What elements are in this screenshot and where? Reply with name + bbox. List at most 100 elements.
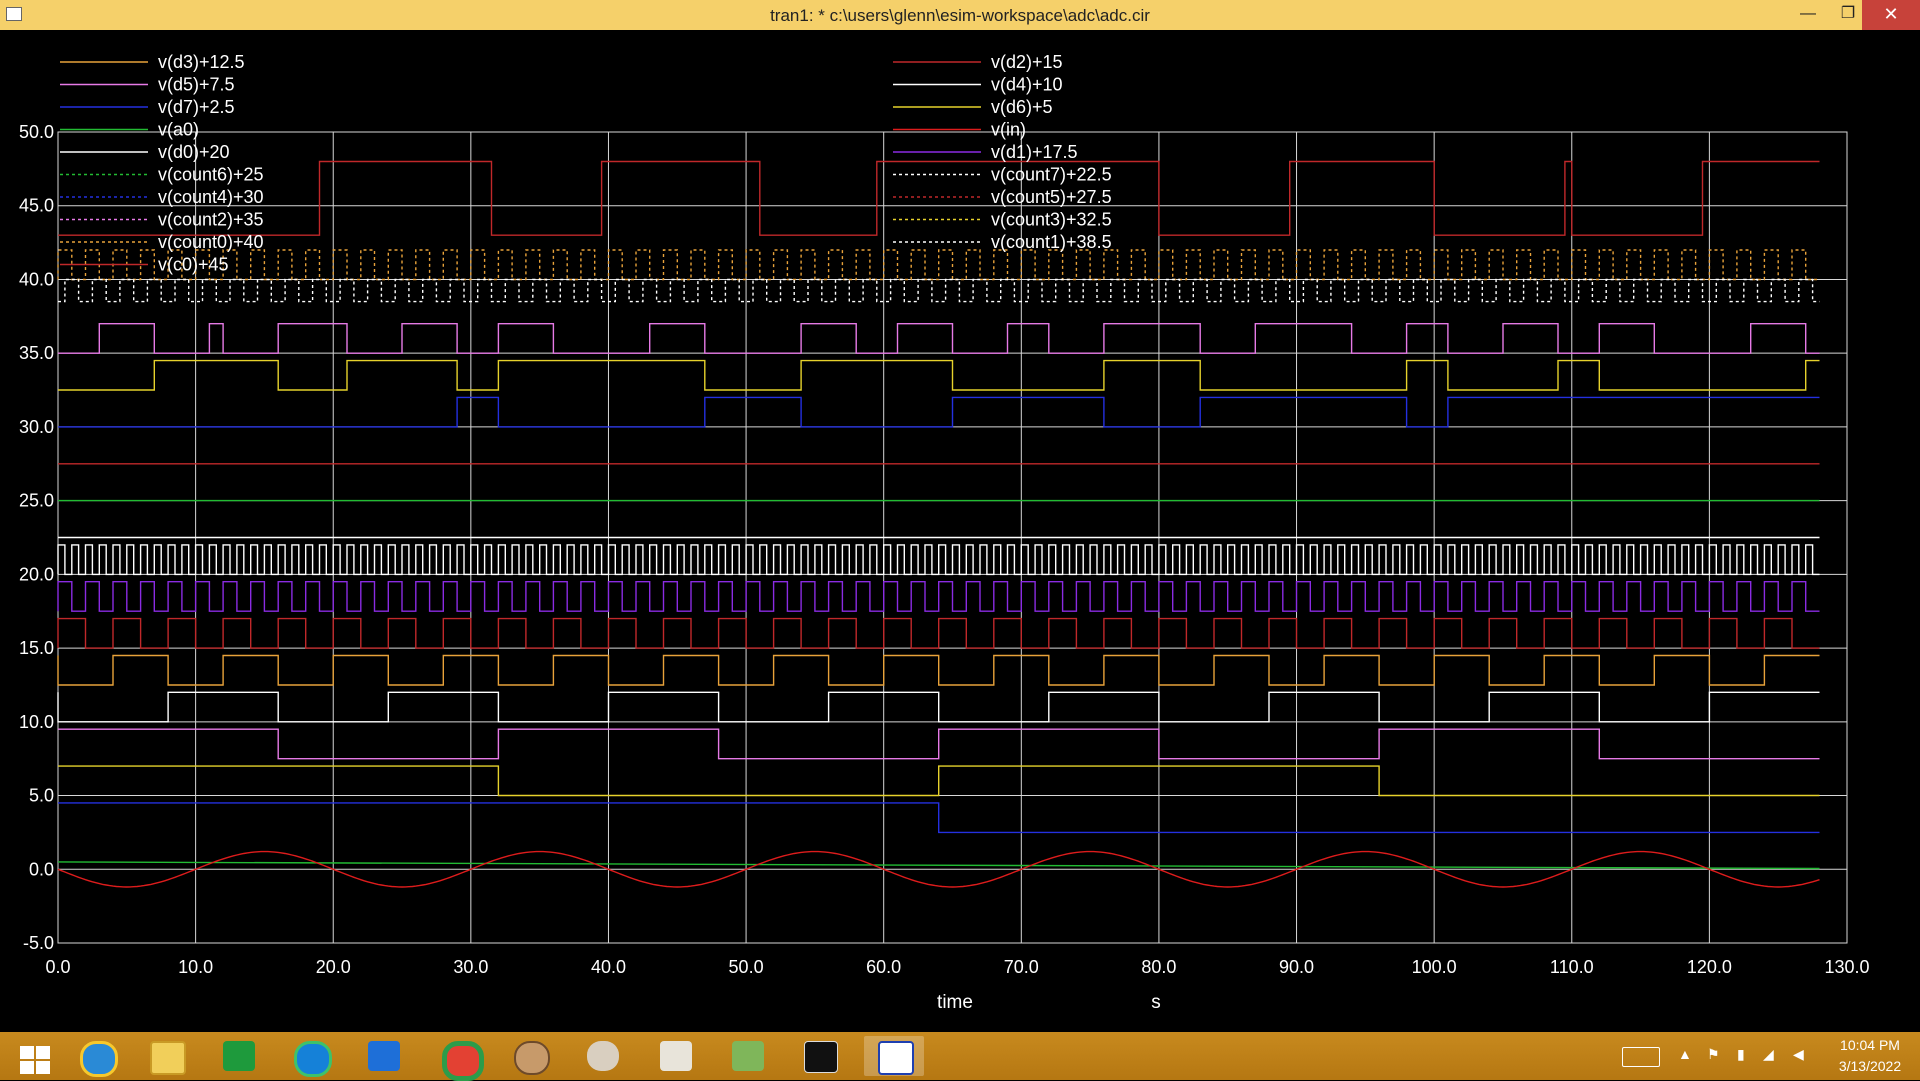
x-tick-label: 130.0 (1824, 957, 1869, 977)
legend-label: v(count7)+22.5 (991, 165, 1112, 185)
chevron-up-icon[interactable]: ▲ (1678, 1046, 1692, 1062)
window-title: tran1: * c:\users\glenn\esim-workspace\a… (770, 6, 1150, 25)
legend-label: v(d4)+10 (991, 75, 1063, 95)
series-v-d0-20 (57, 544, 1820, 576)
y-tick-label: 40.0 (19, 269, 54, 289)
series-v-count0-40 (57, 249, 1820, 281)
clock-date[interactable]: 3/13/2022 (1838, 1058, 1902, 1074)
ngspice-button[interactable] (864, 1036, 924, 1076)
series-v-d1-17-5 (57, 581, 1820, 612)
x-tick-label: 100.0 (1412, 957, 1457, 977)
title-bar: tran1: * c:\users\glenn\esim-workspace\a… (0, 0, 1920, 31)
app-icon (6, 7, 22, 21)
image-tool-icon (732, 1041, 764, 1071)
minimize-button[interactable]: — (1800, 5, 1816, 22)
x-tick-label: 10.0 (178, 957, 213, 977)
clock-time[interactable]: 10:04 PM (1840, 1037, 1900, 1053)
edge-button[interactable] (280, 1036, 340, 1077)
notepad-n-button[interactable] (354, 1036, 414, 1076)
edge-icon (294, 1041, 332, 1077)
x-tick-label: 20.0 (316, 957, 351, 977)
close-button[interactable]: ✕ (1862, 0, 1920, 30)
legend-label: v(d5)+7.5 (158, 75, 235, 95)
legend-label: v(count1)+38.5 (991, 232, 1112, 252)
flag-icon[interactable]: ⚑ (1707, 1046, 1720, 1062)
legend-label: v(in) (991, 120, 1026, 140)
x-axis-unit: s (1151, 992, 1161, 1013)
legend-label: v(d2)+15 (991, 52, 1063, 72)
folder-icon (150, 1041, 186, 1075)
y-tick-label: 15.0 (19, 638, 54, 658)
media-icon (514, 1041, 550, 1075)
series-v-d4-10 (57, 691, 1820, 723)
media-button[interactable] (500, 1036, 560, 1076)
x-tick-label: 0.0 (45, 957, 70, 977)
legend-label: v(count4)+30 (158, 187, 264, 207)
start-button[interactable] (0, 1036, 60, 1076)
pen-icon (660, 1041, 692, 1071)
series-v-d7-2-5 (58, 802, 1820, 834)
ngspice-icon (878, 1041, 914, 1075)
store-button[interactable] (209, 1036, 269, 1076)
y-tick-label: -5.0 (23, 933, 54, 953)
x-tick-label: 50.0 (729, 957, 764, 977)
legend-label: v(count5)+27.5 (991, 187, 1112, 207)
x-tick-label: 60.0 (866, 957, 901, 977)
x-tick-label: 80.0 (1141, 957, 1176, 977)
paint-button[interactable] (573, 1036, 633, 1076)
legend-label: v(count6)+25 (158, 165, 264, 185)
x-tick-label: 90.0 (1279, 957, 1314, 977)
signal-icon[interactable]: ◢ (1763, 1046, 1774, 1062)
store-icon (223, 1041, 255, 1071)
series-v-count1-38-5 (58, 278, 1820, 303)
x-tick-label: 40.0 (591, 957, 626, 977)
volume-icon[interactable]: ◀ (1793, 1046, 1804, 1062)
legend-label: v(d1)+17.5 (991, 142, 1078, 162)
y-tick-label: 10.0 (19, 712, 54, 732)
series-v-in- (57, 850, 1820, 888)
internet-explorer-button[interactable] (66, 1036, 126, 1077)
chrome-button[interactable] (428, 1036, 488, 1081)
chrome-icon (442, 1041, 484, 1081)
y-tick-label: 30.0 (19, 417, 54, 437)
palette-icon (587, 1041, 619, 1071)
internet-explorer-icon (80, 1041, 118, 1077)
series-v-count3-32-5 (58, 359, 1820, 391)
y-tick-label: 0.0 (29, 859, 54, 879)
legend-label: v(d7)+2.5 (158, 97, 235, 117)
legend-label: v(d3)+12.5 (158, 52, 245, 72)
y-tick-label: 20.0 (19, 564, 54, 584)
series-v-d6-5 (58, 765, 1820, 797)
plot-area[interactable]: 0.0 10.0 20.0 30.0 40.0 50.0 60.0 70.0 80.0 90.0 1… (0, 30, 1920, 1032)
x-axis-label: time (937, 992, 973, 1013)
waveform-plot[interactable]: 0.0 10.0 20.0 30.0 40.0 50.0 60.0 70.0 80.0 90.0 1… (0, 30, 1920, 1032)
legend-label: v(count2)+35 (158, 210, 264, 230)
taskbar: ▲ ⚑ ▮ ◢ ◀ 10:04 PM 3/13/2022 (0, 1032, 1920, 1081)
editor-button[interactable] (646, 1036, 706, 1076)
y-tick-label: 35.0 (19, 343, 54, 363)
y-tick-label: 45.0 (19, 196, 54, 216)
legend-label: v(c0)+45 (158, 255, 229, 275)
keyboard-icon[interactable] (1622, 1047, 1660, 1067)
series-v-c0-45 (58, 160, 1820, 236)
battery-icon[interactable]: ▮ (1737, 1046, 1745, 1062)
file-explorer-button[interactable] (136, 1036, 196, 1076)
maximize-button[interactable]: ❐ (1840, 5, 1856, 22)
n-letter-icon (368, 1041, 400, 1071)
series-v-d2-15 (57, 617, 1820, 649)
legend-label: v(a0) (158, 120, 199, 140)
terminal-button[interactable] (790, 1036, 850, 1076)
y-tick-label: 25.0 (19, 491, 54, 511)
series-v-a0- (57, 861, 1820, 870)
image-tool-button[interactable] (718, 1036, 778, 1076)
legend-label: v(count3)+32.5 (991, 210, 1112, 230)
legend-label: v(count0)+40 (158, 232, 264, 252)
y-tick-label: 50.0 (19, 122, 54, 142)
x-tick-label: 70.0 (1004, 957, 1039, 977)
series-v-d3-12-5 (57, 654, 1820, 686)
terminal-icon (804, 1041, 838, 1073)
series-v-count4-30 (58, 396, 1820, 428)
y-tick-label: 5.0 (29, 786, 54, 806)
legend-label: v(d0)+20 (158, 142, 230, 162)
series-v-count2-35 (58, 323, 1820, 354)
